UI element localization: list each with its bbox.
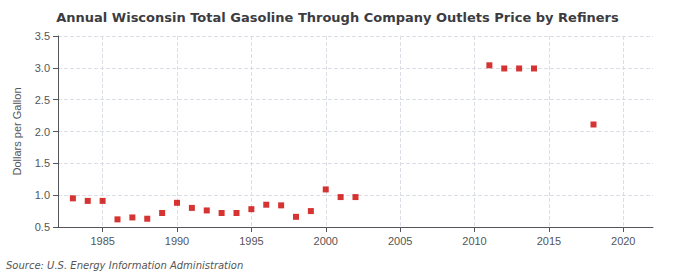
svg-text:1.0: 1.0: [35, 189, 50, 201]
svg-text:3.0: 3.0: [35, 62, 50, 74]
svg-text:1.5: 1.5: [35, 157, 50, 169]
svg-text:Annual Wisconsin Total Gasolin: Annual Wisconsin Total Gasoline Through …: [56, 10, 619, 25]
svg-text:2000: 2000: [314, 235, 338, 247]
svg-text:2020: 2020: [611, 235, 635, 247]
svg-text:2.5: 2.5: [35, 94, 50, 106]
svg-text:0.5: 0.5: [35, 221, 50, 233]
svg-text:2015: 2015: [537, 235, 561, 247]
svg-text:1995: 1995: [239, 235, 263, 247]
svg-text:Dollars per Gallon: Dollars per Gallon: [11, 87, 23, 175]
svg-text:2010: 2010: [462, 235, 486, 247]
svg-text:2.0: 2.0: [35, 126, 50, 138]
svg-text:Source: U.S. Energy Informatio: Source: U.S. Energy Information Administ…: [6, 260, 243, 271]
svg-text:3.5: 3.5: [35, 30, 50, 42]
svg-text:1990: 1990: [165, 235, 189, 247]
svg-text:1985: 1985: [90, 235, 114, 247]
svg-text:2005: 2005: [388, 235, 412, 247]
